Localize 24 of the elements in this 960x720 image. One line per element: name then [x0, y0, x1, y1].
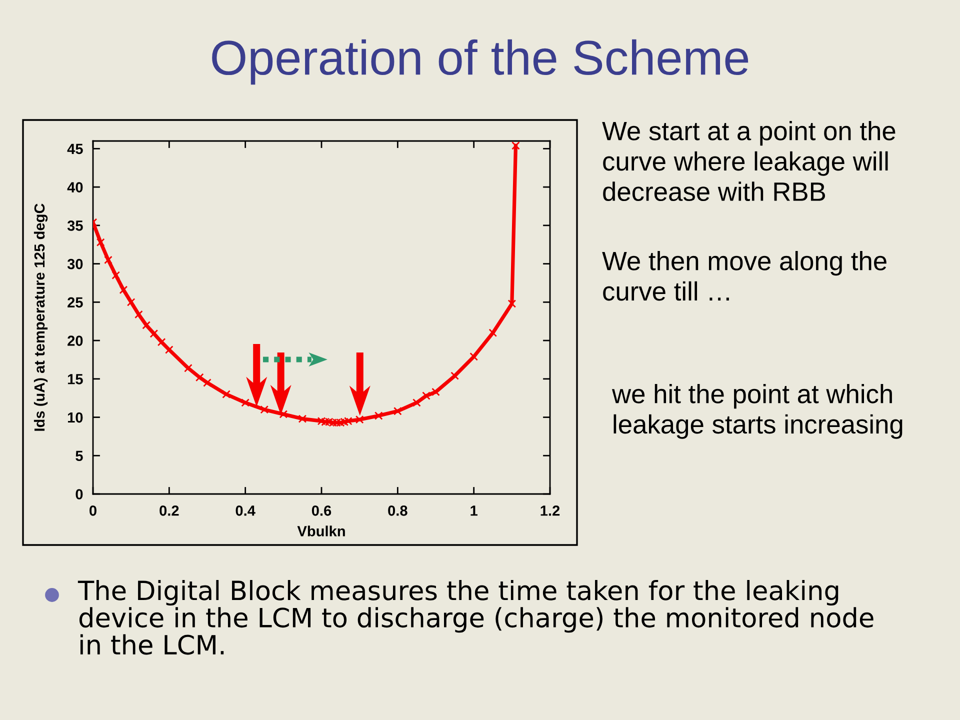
- y-tick-label: 5: [76, 450, 83, 462]
- y-tick-label: 45: [67, 144, 83, 154]
- y-tick-label: 10: [68, 412, 83, 423]
- y-tick-label: 25: [68, 297, 83, 308]
- text: We start at a point on the curve where leakage will decrease with RBB: [602, 121, 896, 202]
- text: We then move along the curve till …: [602, 251, 886, 301]
- x-axis-title: Vbulkn: [297, 526, 345, 536]
- y-tick-label: 40: [67, 182, 83, 192]
- y-axis-title: Ids (uA) at temperature 125 degC: [34, 204, 48, 431]
- x-tick-label: 0.8: [388, 505, 408, 516]
- y-tick-label: 35: [67, 220, 83, 231]
- y-tick-label: 30: [67, 258, 83, 270]
- x-tick-label: 1: [470, 506, 478, 516]
- text: we hit the point at which leakage starts increasing: [612, 384, 902, 439]
- x-tick-label: 0.4: [236, 505, 256, 516]
- text: The Digital Block measures the time taken for the leaking device in the LCM to discharge (charge) the monitored node in the LCM.: [78, 580, 874, 655]
- y-tick-label: 0: [76, 489, 83, 500]
- x-tick-label: 0.2: [160, 505, 179, 516]
- x-tick-label: 1.2: [540, 505, 560, 516]
- chart-title: Operation of the Scheme: [212, 39, 748, 85]
- y-tick-label: 15: [68, 374, 83, 384]
- x-tick-label: 0: [90, 505, 96, 516]
- y-tick-label: 20: [68, 336, 83, 346]
- x-tick-label: 0.6: [312, 505, 332, 516]
